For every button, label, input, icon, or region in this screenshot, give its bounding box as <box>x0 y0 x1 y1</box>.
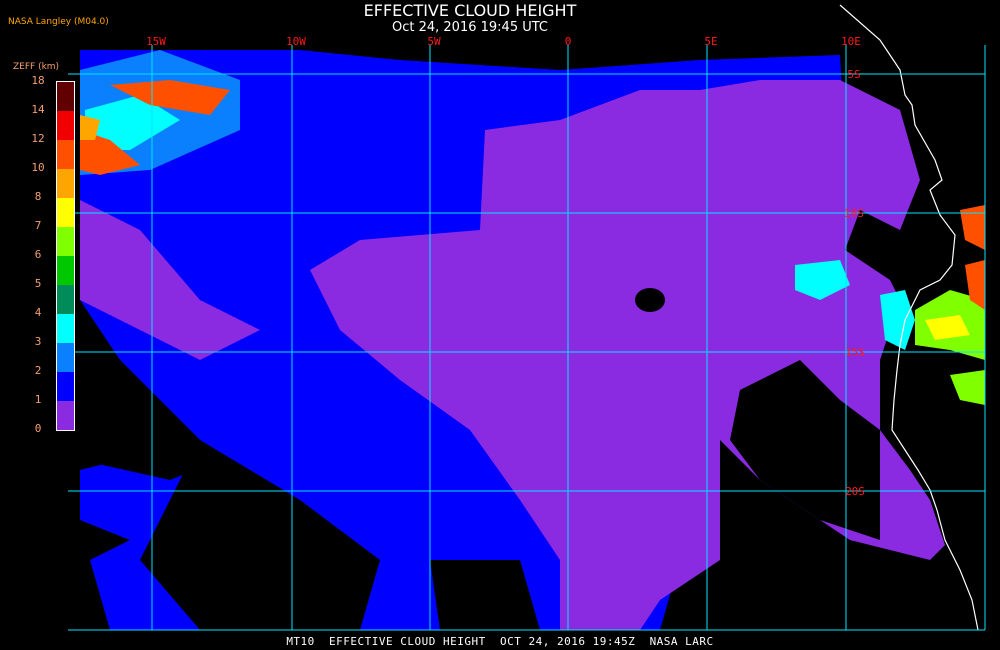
lon-label: 5E <box>704 35 717 48</box>
legend-tick-label: 10 <box>31 161 45 174</box>
legend-swatch <box>57 401 74 430</box>
color-scale-bar <box>56 81 75 431</box>
legend-title: ZEFF (km) <box>13 62 60 72</box>
convective-cloud <box>925 315 970 340</box>
legend-tick-label: 1 <box>34 393 42 406</box>
legend-swatch <box>57 256 74 285</box>
coastline <box>839 4 979 631</box>
legend-tick-label: 8 <box>34 190 42 203</box>
source-label: NASA Langley (M04.0) <box>8 17 109 27</box>
legend-swatch <box>57 314 74 343</box>
clear-sky-area <box>140 440 380 630</box>
clear-sky-area <box>80 320 220 480</box>
footer-caption: MT10 EFFECTIVE CLOUD HEIGHT OCT 24, 2016… <box>286 635 714 648</box>
lon-label: 10E <box>841 35 861 48</box>
map-timestamp: Oct 24, 2016 19:45 UTC <box>392 20 548 35</box>
legend-swatch <box>57 198 74 227</box>
legend-swatch <box>57 140 74 169</box>
convective-cloud <box>965 260 985 310</box>
high-cloud-region <box>80 130 140 175</box>
lat-label: 10S <box>844 207 864 220</box>
lon-label: 5W <box>427 35 441 48</box>
legend-tick-label: 0 <box>34 422 42 435</box>
legend-swatch <box>57 169 74 198</box>
legend-tick-label: 18 <box>31 74 45 87</box>
lon-label: 15W <box>146 35 166 48</box>
convective-cloud <box>950 370 985 405</box>
legend-tick-label: 6 <box>34 248 42 261</box>
legend-tick-label: 7 <box>34 219 42 232</box>
mid-cloud-region <box>795 260 850 300</box>
legend-swatch <box>57 227 74 256</box>
legend-swatch <box>57 285 74 314</box>
legend-swatch <box>57 82 74 111</box>
legend-swatch <box>57 343 74 372</box>
legend-tick-label: 5 <box>34 277 42 290</box>
mid-cloud-region <box>85 95 180 150</box>
legend-swatch <box>57 111 74 140</box>
graticule <box>68 45 986 631</box>
high-cloud-region <box>110 80 230 115</box>
high-cloud-region <box>80 115 100 140</box>
legend-tick-label: 14 <box>31 103 45 116</box>
legend-swatch <box>57 372 74 401</box>
very-low-cloud-patch <box>80 200 260 360</box>
legend-tick-label: 12 <box>31 132 45 145</box>
lon-label: 10W <box>286 35 306 48</box>
lat-label: 15S <box>845 346 865 359</box>
lat-label: 5S <box>847 68 860 81</box>
mid-cloud-region <box>880 290 915 350</box>
lon-label: 0 <box>565 35 572 48</box>
clear-sky-area <box>635 288 665 312</box>
legend-tick-label: 4 <box>34 306 42 319</box>
legend-tick-label: 3 <box>34 335 42 348</box>
clear-sky-area <box>730 360 880 540</box>
lat-label: 20S <box>845 485 865 498</box>
legend-tick-label: 2 <box>34 364 42 377</box>
clear-sky-area <box>430 560 540 630</box>
map-title: EFFECTIVE CLOUD HEIGHT <box>363 1 577 20</box>
convective-cloud <box>960 205 985 250</box>
